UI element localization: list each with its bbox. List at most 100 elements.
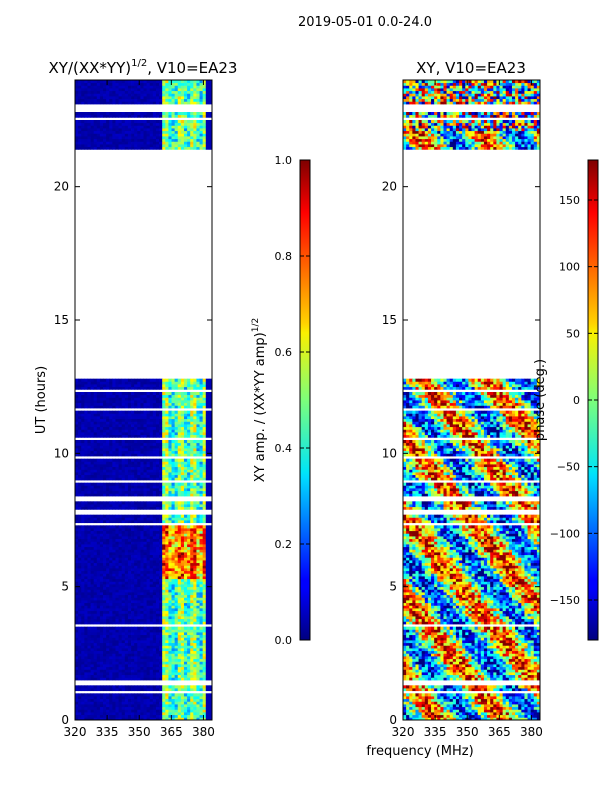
heatmap-cell [162,466,166,470]
heatmap-cell [84,464,88,468]
heatmap-cell [196,589,200,593]
heatmap-cell [168,400,172,404]
heatmap-cell [103,485,107,489]
heatmap-cell [199,442,204,446]
heatmap-cell [196,493,200,497]
heatmap-cell [155,597,160,601]
heatmap-cell [140,544,144,548]
heatmap-cell [87,618,91,622]
heatmap-cell [177,632,182,636]
heatmap-cell [127,584,132,588]
heatmap-cell [190,554,194,558]
heatmap-cell [99,581,104,585]
heatmap-cell [143,688,148,692]
heatmap-cell [93,386,98,390]
heatmap-cell [137,658,141,662]
heatmap-cell [187,490,191,494]
heatmap-cell [146,477,151,481]
heatmap-cell [137,669,141,673]
heatmap-cell [131,482,135,486]
heatmap-cell [187,461,191,465]
heatmap-cell [180,717,185,720]
heatmap-cell [103,589,107,593]
heatmap-cell [134,426,138,430]
heatmap-cell [131,536,135,540]
heatmap-cell [143,685,148,689]
heatmap-cell [187,424,191,428]
heatmap-cell [78,432,82,436]
heatmap-cell [106,642,110,646]
heatmap-cell [81,381,85,385]
heatmap-cell [159,442,163,446]
heatmap-cell [96,704,101,708]
heatmap-cell [99,664,104,668]
heatmap-cell [205,706,210,710]
heatmap-cell [109,490,113,494]
heatmap-cell [183,693,188,697]
heatmap-cell [202,621,207,625]
heatmap-cell [134,421,138,425]
heatmap-cell [159,448,163,452]
heatmap-cell [106,514,110,518]
heatmap-cell [202,525,207,529]
heatmap-cell [187,482,191,486]
heatmap-cell [199,554,204,558]
heatmap-cell [134,485,138,489]
heatmap-cell [193,645,197,649]
heatmap-cell [118,434,123,438]
heatmap-cell [159,610,163,614]
heatmap-cell [171,565,176,569]
heatmap-cell [162,413,166,417]
heatmap-cell [143,709,148,713]
heatmap-cell [159,552,163,556]
heatmap-cell [149,400,154,404]
heatmap-cell [205,429,210,433]
heatmap-cell [140,517,144,521]
heatmap-cell [180,440,185,444]
heatmap-cell [84,514,88,518]
heatmap-cell [75,717,79,720]
heatmap-cell [112,629,116,633]
heatmap-cell [199,418,204,422]
heatmap-cell [159,698,163,702]
heatmap-cell [149,594,154,598]
heatmap-cell [193,384,197,388]
heatmap-cell [143,698,148,702]
heatmap-cell [109,600,113,604]
heatmap-cell [152,549,157,553]
heatmap-cell [162,626,166,630]
heatmap-cell [99,474,104,478]
heatmap-cell [193,386,197,390]
heatmap-cell [103,461,107,465]
heatmap-cell [124,400,129,404]
heatmap-cell [84,613,88,617]
heatmap-cell [159,405,163,409]
heatmap-cell [183,432,188,436]
heatmap-cell [121,442,126,446]
heatmap-cell [90,536,95,540]
heatmap-cell [127,664,132,668]
heatmap-cell [193,557,197,561]
heatmap-cell [99,525,104,529]
heatmap-cell [112,458,116,462]
heatmap-cell [168,453,172,457]
heatmap-cell [177,677,182,681]
heatmap-cell [106,405,110,409]
heatmap-cell [155,666,160,670]
heatmap-cell [93,554,98,558]
heatmap-cell [143,712,148,716]
heatmap-cell [87,701,91,705]
heatmap-cell [81,613,85,617]
heatmap-cell [106,666,110,670]
heatmap-cell [118,634,123,638]
heatmap-cell [205,650,210,654]
heatmap-cell [152,405,157,409]
heatmap-cell [208,514,212,518]
heatmap-cell [96,653,101,657]
heatmap-cell [208,450,212,454]
heatmap-cell [84,429,88,433]
heatmap-cell [99,461,104,465]
heatmap-cell [143,426,148,430]
heatmap-cell [180,706,185,710]
heatmap-cell [187,629,191,633]
